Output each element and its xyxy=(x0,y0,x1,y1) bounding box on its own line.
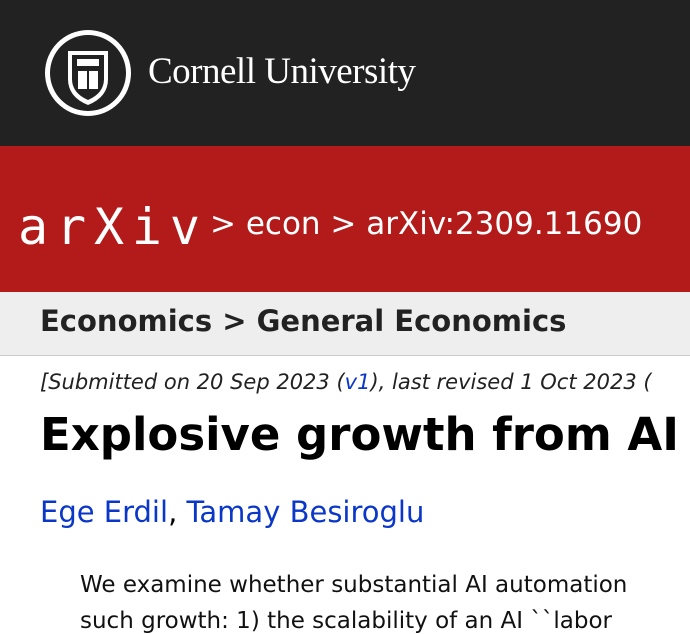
submission-text: ), last revised 1 Oct 2023 ( xyxy=(370,370,652,394)
arxiv-logo[interactable]: arXiv xyxy=(16,186,206,276)
arxiv-banner: arXiv > econ > arXiv:2309.11690 xyxy=(0,146,690,292)
author-link[interactable]: Ege Erdil xyxy=(40,495,169,529)
author-separator: , xyxy=(168,495,178,529)
logo-text: arXiv xyxy=(18,198,200,256)
abstract-line: such growth: 1) the scalability of an AI… xyxy=(80,608,612,634)
breadcrumb[interactable]: > econ > arXiv:2309.11690 xyxy=(210,206,643,242)
submission-info: [Submitted on 20 Sep 2023 (v1), last rev… xyxy=(40,370,652,394)
submission-text: [Submitted on 20 Sep 2023 ( xyxy=(40,370,345,394)
version-link[interactable]: v1 xyxy=(344,370,371,394)
institution-name[interactable]: Cornell University xyxy=(148,51,416,92)
category: Economics > General Economics xyxy=(40,304,567,338)
authors: Ege Erdil, Tamay Besiroglu xyxy=(40,495,424,529)
author-link[interactable]: Tamay Besiroglu xyxy=(186,495,425,529)
abstract-line: We examine whether substantial AI automa… xyxy=(80,572,628,598)
cornell-logo[interactable] xyxy=(42,27,134,119)
cornell-banner: Cornell University xyxy=(0,0,690,146)
paper-title: Explosive growth from AI a xyxy=(40,408,690,461)
logo-band xyxy=(77,59,99,66)
category-bar: Economics > General Economics xyxy=(0,292,690,356)
